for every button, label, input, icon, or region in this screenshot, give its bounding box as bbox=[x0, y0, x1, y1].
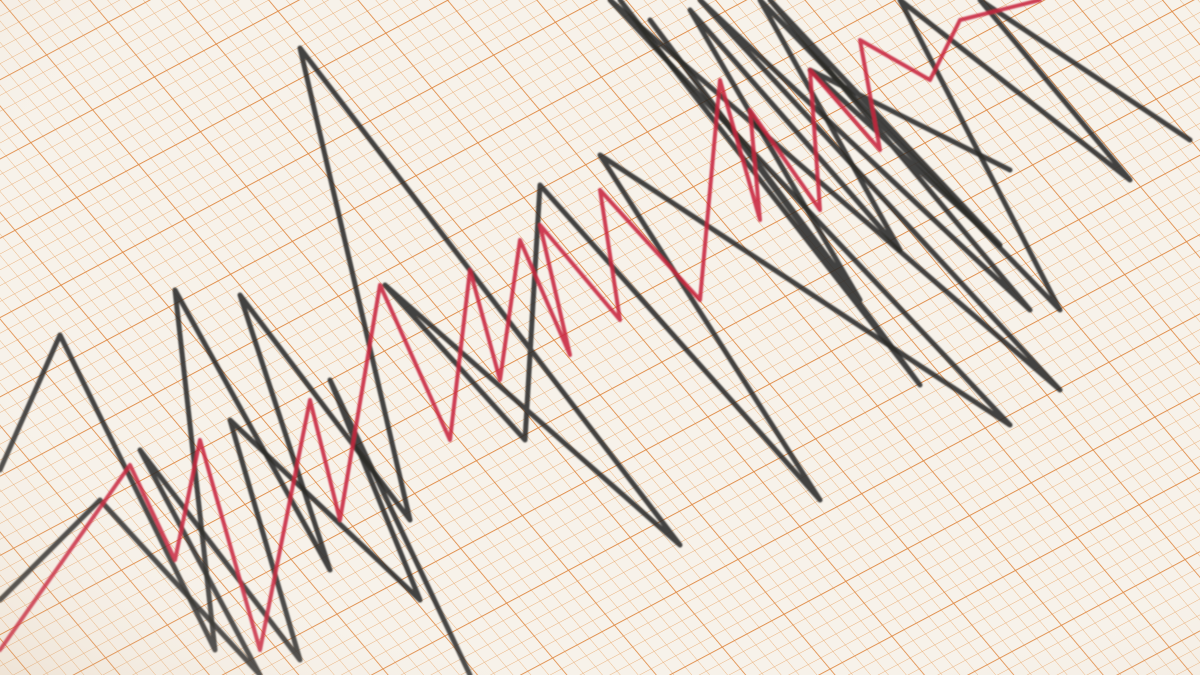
seismograph-photo bbox=[0, 0, 1200, 675]
vignette bbox=[0, 0, 1200, 675]
